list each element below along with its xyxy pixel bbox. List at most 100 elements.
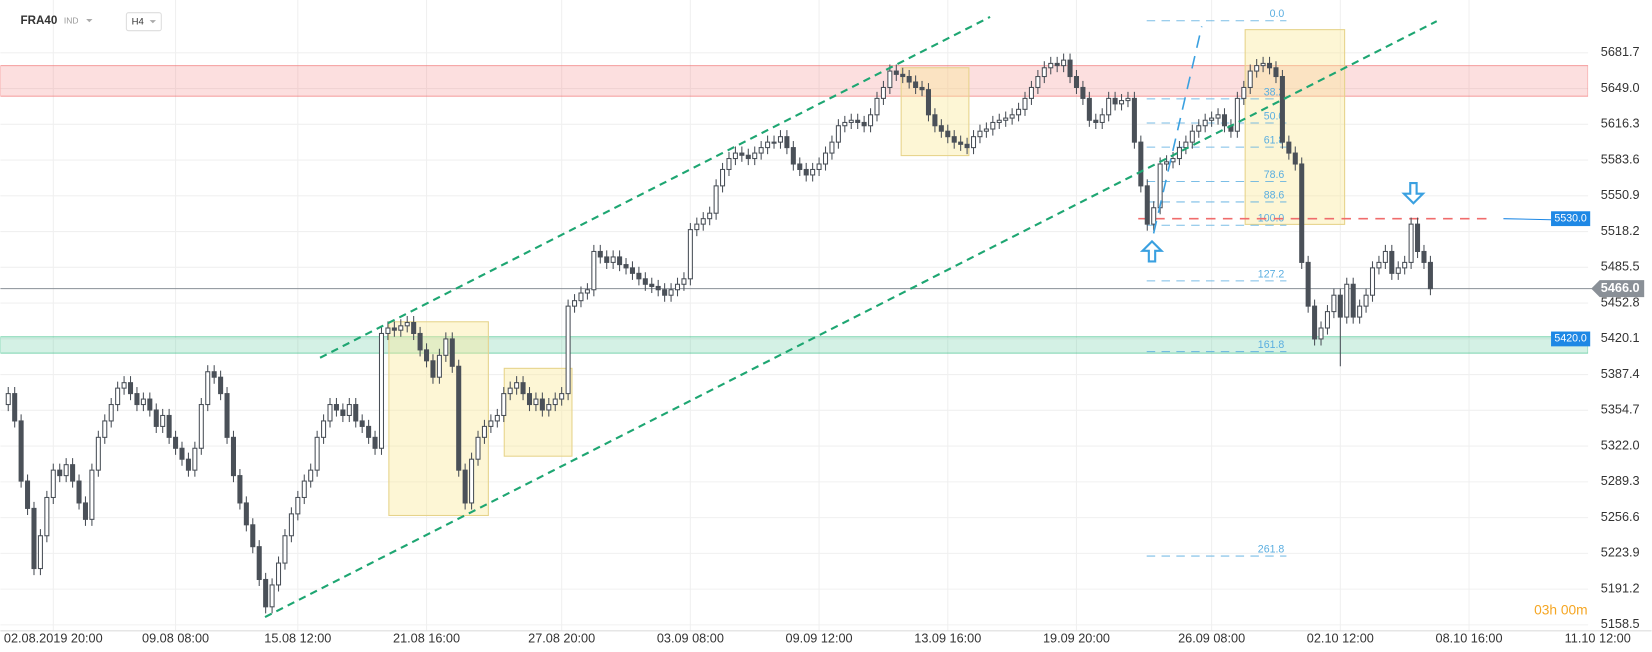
candle-body	[340, 409, 346, 417]
y-tick-label: 5583.6	[1601, 152, 1640, 166]
candle-body	[1292, 152, 1298, 165]
candle-body	[1144, 185, 1150, 225]
candle-body	[430, 360, 436, 378]
dropdown-icon	[149, 20, 157, 24]
candle-body	[1415, 223, 1421, 253]
last-price-tag	[1591, 280, 1645, 298]
candle-body	[89, 469, 95, 520]
candle-body	[1357, 305, 1363, 318]
candle-body	[810, 168, 816, 176]
candle-body	[127, 382, 134, 395]
fib-label: 161.8	[1258, 339, 1285, 351]
market: IND	[64, 15, 79, 25]
candle-body	[475, 436, 481, 460]
candle-body	[880, 86, 886, 99]
candle-body	[346, 404, 352, 417]
fib-label: 127.2	[1258, 268, 1285, 280]
candle-body	[617, 256, 623, 266]
candle-body	[983, 128, 989, 132]
axes: 02.08.2019 20:00 09.08 08:00 15.08 12:00 21…	[0, 45, 1652, 646]
y-tick-label: 5485.5	[1601, 260, 1640, 274]
candle-body	[1312, 305, 1318, 340]
candle-body	[378, 332, 385, 449]
candle-body	[1421, 250, 1427, 263]
candle-body	[662, 289, 668, 296]
candle-body	[893, 70, 899, 75]
candle-body	[951, 136, 957, 143]
candle-body	[385, 327, 391, 335]
x-tick-label: 02.10 12:00	[1307, 632, 1374, 646]
candle-body	[1048, 62, 1054, 69]
zones	[0, 65, 1589, 354]
candle-body	[140, 398, 146, 406]
candle-body	[1131, 97, 1137, 143]
candle-body	[758, 147, 764, 154]
x-tick-label: 09.08 08:00	[142, 632, 209, 646]
candle-body	[990, 121, 996, 130]
candle-body	[1189, 130, 1195, 143]
candle-body	[700, 218, 706, 225]
candle-body	[1376, 261, 1382, 269]
candle-body	[250, 524, 256, 548]
candle-body	[559, 393, 565, 400]
candle-body	[243, 502, 249, 526]
candle-body	[1427, 261, 1433, 290]
x-tick-label: 11.10 12:00	[1565, 632, 1631, 646]
candle-body	[1054, 62, 1060, 67]
candle-body	[707, 212, 713, 220]
candle-body	[1254, 65, 1260, 72]
candle-body	[777, 136, 783, 143]
candle-body	[1022, 97, 1028, 110]
fib-label: 78.6	[1264, 169, 1285, 181]
candle-body	[417, 332, 423, 351]
x-tick-label: 19.09 20:00	[1043, 632, 1110, 646]
candle-body	[1305, 261, 1311, 307]
dropdown-icon[interactable]	[86, 19, 93, 23]
candle-body	[82, 502, 88, 520]
candle-body	[629, 267, 635, 274]
candle-body	[1299, 163, 1305, 263]
candle-body	[1241, 86, 1247, 99]
candle-body	[276, 562, 282, 586]
y-tick-label: 5223.9	[1601, 546, 1640, 560]
candle-body	[668, 289, 674, 296]
candle-body	[31, 507, 37, 570]
candle-body	[720, 168, 726, 187]
interval-button[interactable]	[125, 12, 162, 32]
candle-body	[958, 141, 964, 145]
candle-body	[938, 125, 944, 132]
candle-body	[462, 469, 468, 504]
candle-body	[1267, 62, 1273, 69]
candle-body	[1183, 141, 1189, 149]
candle-body	[456, 365, 462, 471]
candle-body	[359, 420, 365, 427]
candle-body	[481, 425, 487, 438]
candle-body	[1073, 76, 1080, 88]
candle-body	[1234, 97, 1240, 132]
price-tag-label: 5530.0	[1554, 212, 1586, 224]
y-tick-label: 5420.1	[1601, 331, 1640, 345]
fib-label: 261.8	[1258, 543, 1285, 555]
candle-body	[752, 152, 758, 160]
candle-body	[533, 398, 539, 406]
candle-body	[230, 436, 237, 477]
candle-body	[1382, 250, 1388, 263]
trendlines	[264, 15, 1438, 619]
fib-label: 38.2	[1264, 86, 1285, 98]
candle-body	[211, 371, 217, 378]
candle-body	[649, 283, 655, 287]
fib-label: 100.0	[1258, 213, 1285, 225]
candle-body	[919, 86, 925, 91]
candle-body	[822, 152, 829, 165]
price-tag-label: 5420.0	[1554, 333, 1586, 345]
sell-arrow	[1401, 182, 1426, 205]
candle-body	[1086, 97, 1092, 121]
candle-body	[552, 398, 558, 406]
candle-body	[925, 89, 931, 116]
candle-body	[1395, 267, 1401, 274]
candle-body	[1028, 86, 1034, 99]
candle-body	[237, 475, 243, 504]
candle-body	[494, 414, 500, 422]
